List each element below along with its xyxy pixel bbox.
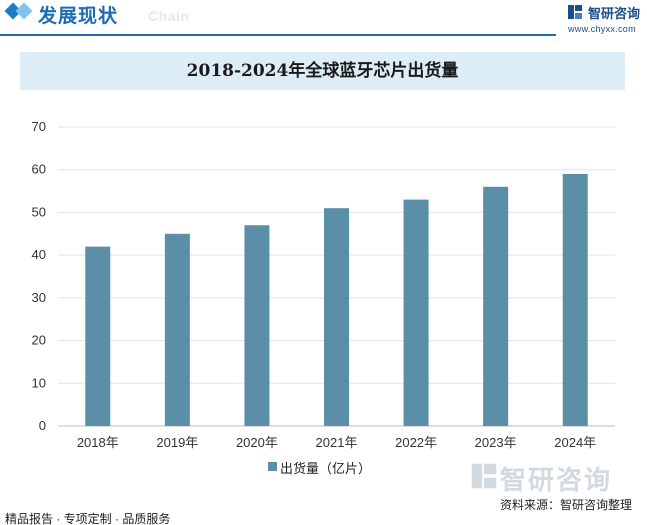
header-subtitle: Chain (148, 8, 190, 24)
y-tick-label: 70 (32, 119, 46, 134)
footer-slogan: 精品报告 · 专项定制 · 品质服务 (5, 512, 171, 525)
y-tick-label: 0 (39, 418, 46, 433)
y-tick-label: 50 (32, 204, 46, 219)
legend-swatch (268, 462, 277, 471)
watermark-logo-icon (471, 463, 497, 489)
bar (483, 186, 509, 426)
brand-logo-icon (568, 5, 582, 19)
x-tick-label: 2020年 (236, 435, 278, 450)
x-tick-label: 2022年 (395, 435, 437, 450)
bar (324, 208, 349, 426)
y-tick-label: 30 (32, 290, 46, 305)
watermark-name: 智研咨询 (500, 465, 613, 495)
bar (85, 246, 111, 426)
chart-title: 2018-2024年全球蓝牙芯片出货量 (186, 61, 459, 81)
y-tick-label: 20 (32, 333, 46, 348)
section-header: 发展现状 Chain 智研咨询 www.chyxx.com (0, 0, 647, 34)
source-note: 资料来源：智研咨询整理 (500, 498, 633, 512)
legend-label: 出货量（亿片） (280, 461, 372, 476)
x-tick-label: 2021年 (316, 435, 358, 450)
x-tick-label: 2018年 (77, 435, 119, 450)
y-tick-label: 60 (32, 162, 46, 177)
x-tick-label: 2024年 (554, 435, 596, 450)
bar (403, 199, 429, 426)
y-tick-label: 10 (32, 375, 46, 390)
brand-url: www.chyxx.com (568, 24, 636, 34)
x-tick-label: 2023年 (475, 435, 517, 450)
bar (244, 225, 270, 426)
bar (562, 173, 588, 426)
header-divider (0, 34, 556, 36)
x-tick-label: 2019年 (156, 435, 198, 450)
y-tick-label: 40 (32, 247, 46, 262)
bar (164, 233, 190, 426)
brand-name: 智研咨询 (588, 6, 641, 21)
chart-title-box: 2018-2024年全球蓝牙芯片出货量 (20, 52, 625, 90)
header-title: 发展现状 (38, 6, 119, 27)
